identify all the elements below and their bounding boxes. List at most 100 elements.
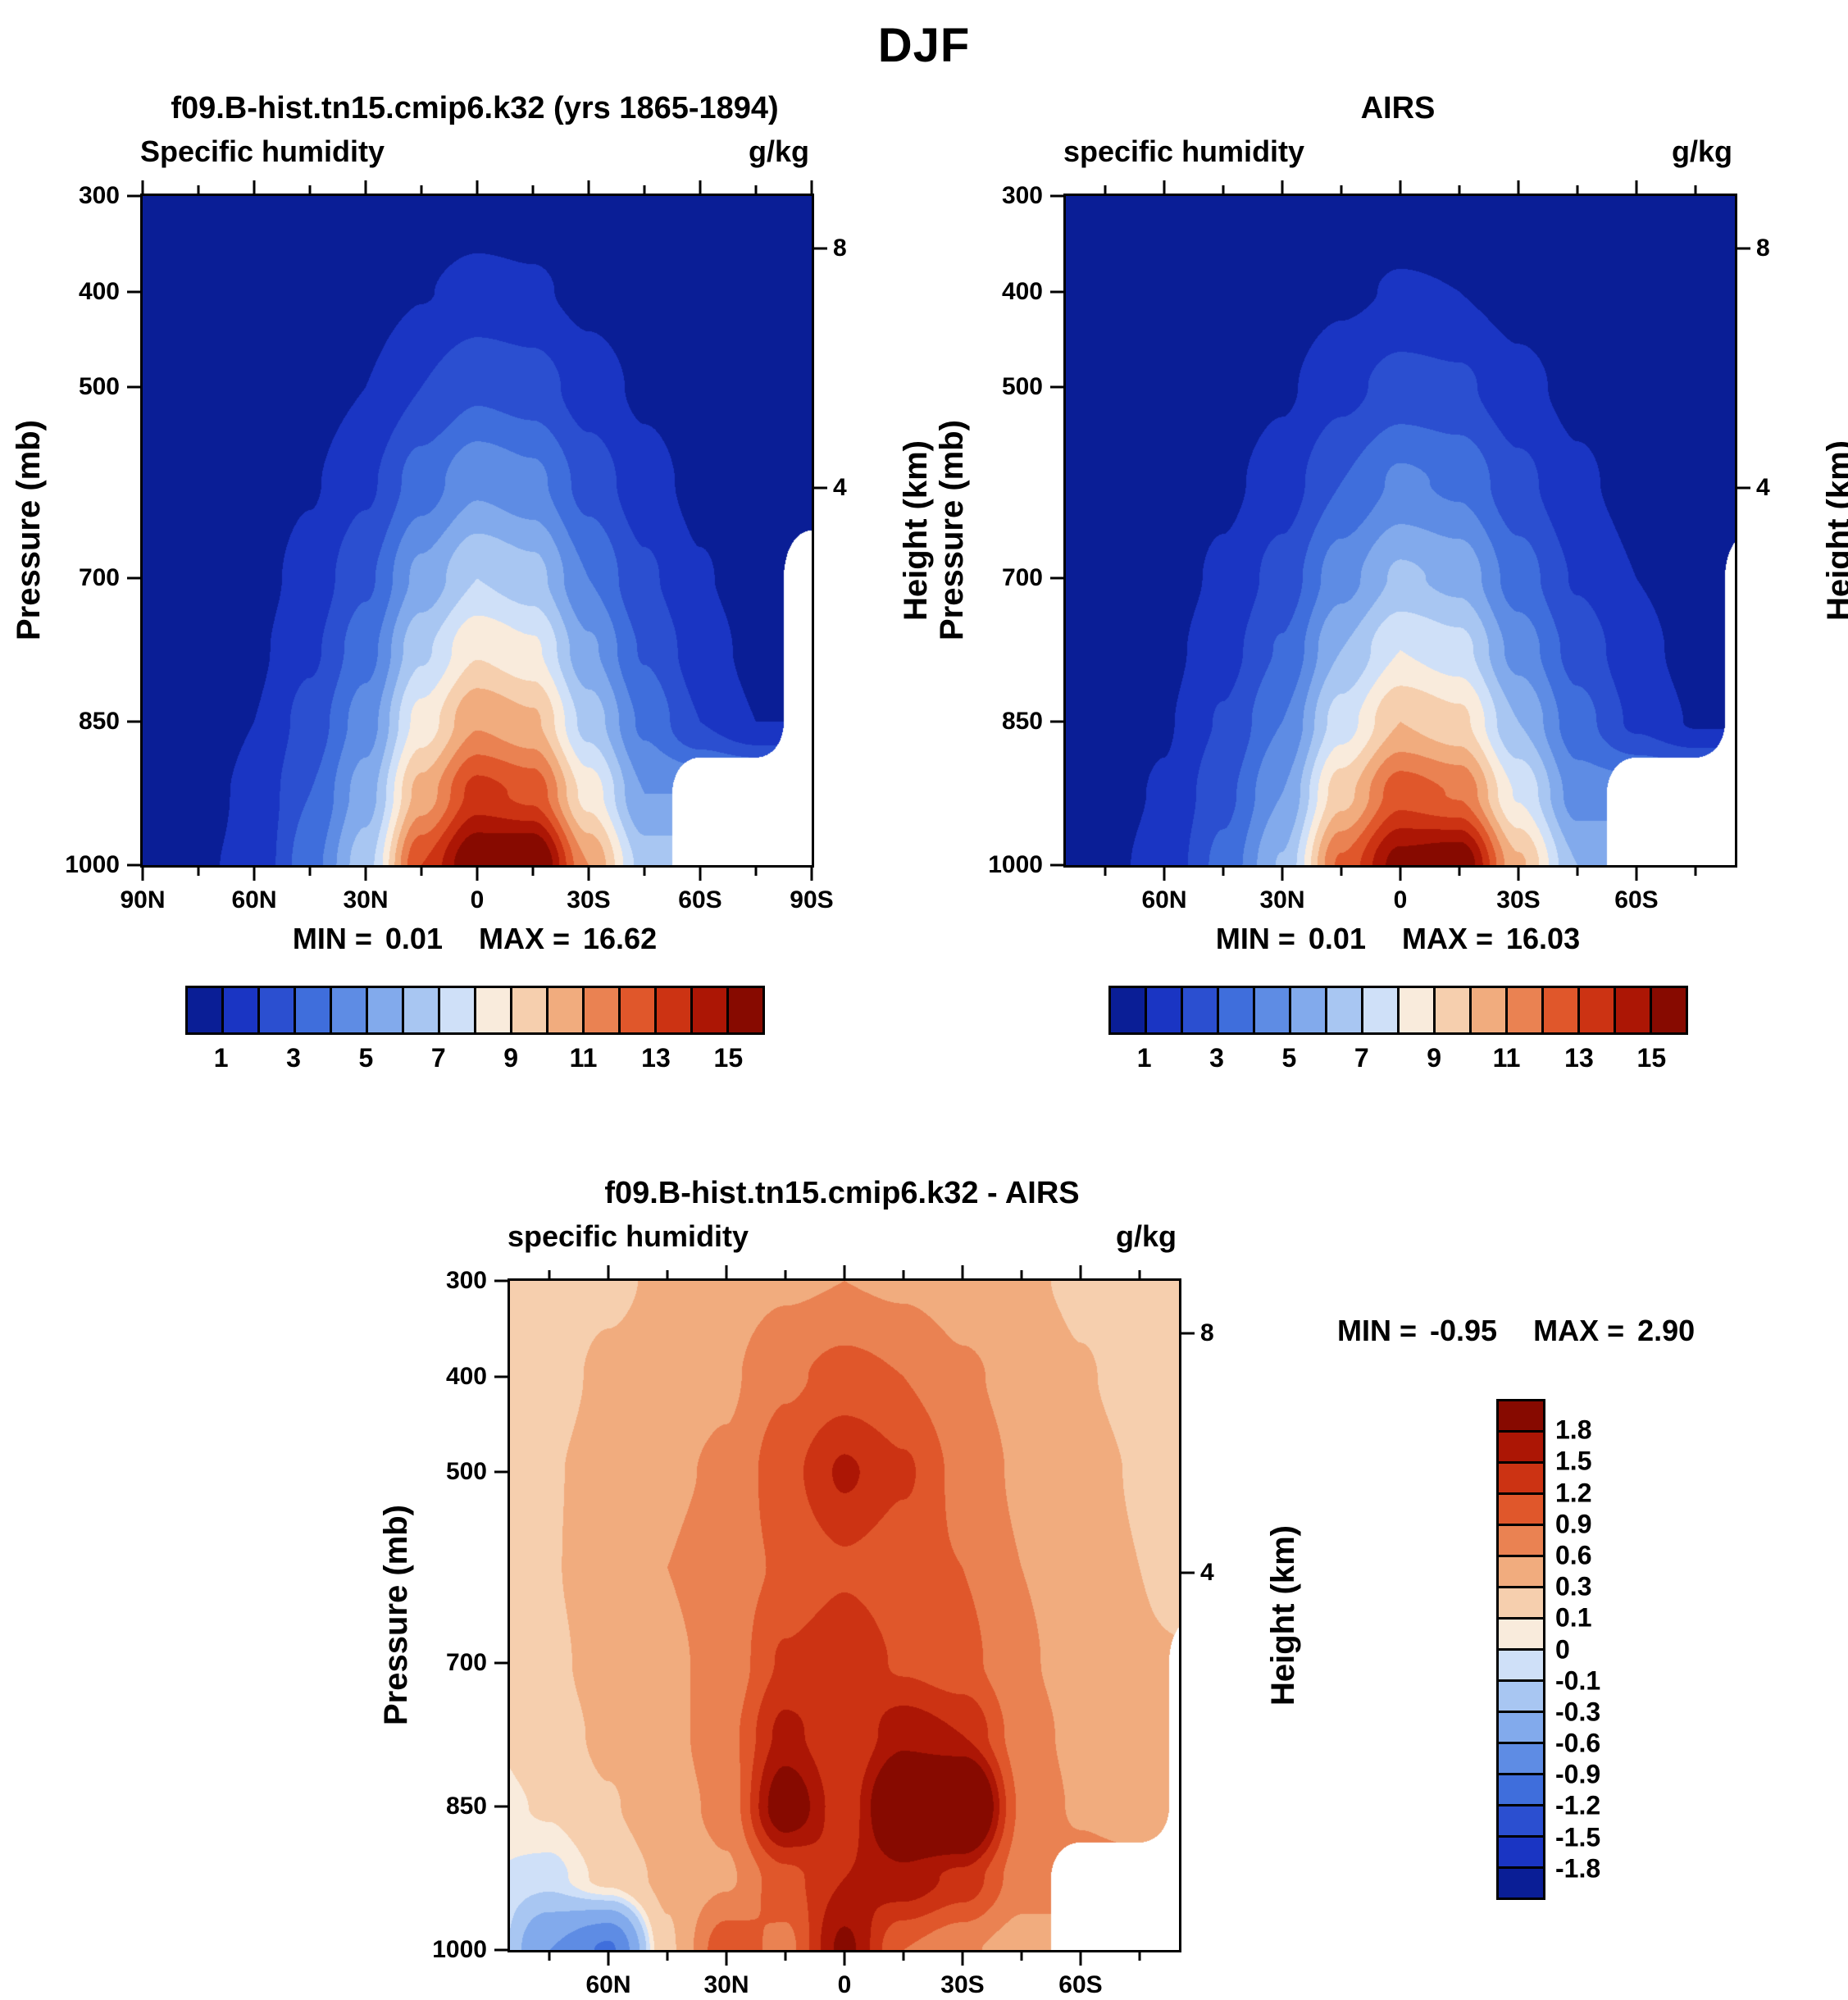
- colorbar-cell: [1432, 988, 1469, 1032]
- x-axis-tick: [1281, 180, 1284, 194]
- colorbar-cell: [1216, 988, 1253, 1032]
- panel-model-subtitle-row: Specific humidity g/kg: [140, 134, 809, 169]
- x-axis-tick: [587, 868, 590, 881]
- x-axis-tick: [1576, 185, 1579, 194]
- x-axis-tick: [587, 180, 590, 194]
- pressure-tick: [1050, 720, 1063, 723]
- pressure-tick: [127, 194, 140, 198]
- diff-legend-column: MIN = -0.95 MAX = 2.90 1.8 1.5 1.2 0.9 0.6 0.3 0.…: [1291, 1176, 1695, 1979]
- panel-airs: AIRS specific humidity g/kg Pressure (mb…: [924, 91, 1848, 1084]
- colorbar-label: -1.8: [1555, 1853, 1601, 1884]
- diff-minmax-text: MIN = -0.95 MAX = 2.90: [1337, 1314, 1695, 1348]
- pressure-tick-label: 400: [1001, 277, 1043, 305]
- x-tick-label: 60N: [585, 1971, 631, 1998]
- x-tick-label: 90S: [790, 886, 834, 913]
- x-axis-tick: [1138, 1952, 1141, 1961]
- x-axis-tick: [1079, 1952, 1082, 1966]
- x-axis-tick: [699, 868, 702, 881]
- model-colorbar-area: 1 3 5 7 9 11 13 15: [140, 986, 809, 1073]
- colorbar-cell: [1577, 988, 1614, 1032]
- colorbar-label: 0: [1555, 1634, 1570, 1664]
- pressure-tick: [127, 863, 140, 867]
- x-axis-tick: [141, 180, 144, 194]
- diff-colorbar: 1.8 1.5 1.2 0.9 0.6 0.3 0.1 0 -0.1 -0.3 -0.6 -0.9 -1…: [1496, 1399, 1600, 1900]
- colorbar-cell: [1499, 1804, 1543, 1835]
- x-axis-tick: [1399, 180, 1402, 194]
- x-axis-tick: [699, 180, 702, 194]
- colorbar-label: 11: [1492, 1043, 1521, 1073]
- colorbar-cell: [1504, 988, 1541, 1032]
- colorbar-cell: [257, 988, 294, 1032]
- min-value: -0.95: [1430, 1314, 1498, 1347]
- x-axis-tick: [1517, 868, 1520, 881]
- pressure-tick: [127, 290, 140, 294]
- max-label: MAX =: [1401, 922, 1494, 955]
- x-axis-tick: [1694, 185, 1697, 194]
- max-label: MAX =: [478, 922, 571, 955]
- panel-airs-title: AIRS: [1360, 91, 1436, 125]
- colorbar-label: 15: [713, 1043, 744, 1073]
- x-axis-tick: [1020, 1952, 1023, 1961]
- x-axis-tick: [364, 180, 367, 194]
- pressure-tick: [127, 385, 140, 389]
- x-axis-tick: [1104, 868, 1107, 876]
- x-axis-tick: [1340, 868, 1343, 876]
- colorbar-cell: [401, 988, 438, 1032]
- panel-diff-field-label: specific humidity: [508, 1219, 749, 1253]
- colorbar-label: 9: [1427, 1043, 1442, 1073]
- pressure-tick: [494, 1375, 508, 1378]
- colorbar-label: 13: [641, 1043, 671, 1073]
- x-axis-tick: [1222, 868, 1225, 876]
- colorbar-label: 11: [569, 1043, 598, 1073]
- x-axis-tick: [666, 1952, 669, 1961]
- x-axis-tick: [1020, 1270, 1023, 1278]
- x-tick-label: 90N: [120, 886, 166, 913]
- diff-contour-canvas: [510, 1281, 1179, 1950]
- x-axis-tick: [253, 180, 256, 194]
- x-axis-tick: [420, 185, 423, 194]
- colorbar-cell: [1499, 1835, 1543, 1866]
- x-axis-tick: [843, 1952, 846, 1966]
- pressure-tick-label: 850: [445, 1793, 487, 1820]
- pressure-tick-label: 1000: [65, 851, 120, 878]
- colorbar-bar: [1496, 1399, 1545, 1900]
- x-tick-label: 0: [470, 886, 485, 913]
- pressure-tick-label: 500: [1001, 373, 1043, 401]
- min-value: 0.01: [1308, 922, 1366, 955]
- x-axis-tick: [725, 1952, 728, 1966]
- x-axis-tick: [308, 868, 312, 876]
- pressure-tick: [1050, 194, 1063, 198]
- x-tick-label: 0: [837, 1971, 852, 1998]
- panel-model: f09.B-hist.tn15.cmip6.k32 (yrs 1865-1894…: [1, 91, 934, 1084]
- x-axis-tick: [1694, 868, 1697, 876]
- colorbar-cell: [726, 988, 762, 1032]
- colorbar-cell: [1180, 988, 1217, 1032]
- max-label: MAX =: [1533, 1314, 1625, 1347]
- pressure-tick: [494, 1279, 508, 1282]
- colorbar-cell: [1499, 1742, 1543, 1773]
- colorbar-cell: [1396, 988, 1433, 1032]
- colorbar-cell: [187, 988, 221, 1032]
- colorbar-bar: [184, 986, 765, 1035]
- diff-contour-plot: 60N 30N 0 30S 60S 300 400 500 700 850 1000 8 4: [432, 1265, 1214, 1998]
- colorbar-cell: [1144, 988, 1181, 1032]
- colorbar-cell: [1499, 1555, 1543, 1586]
- airs-contour-canvas: [1066, 196, 1735, 865]
- model-minmax-text: MIN = 0.01 MAX = 16.62: [140, 922, 809, 956]
- colorbar-cell: [1499, 1773, 1543, 1804]
- colorbar-cell: [690, 988, 726, 1032]
- height-tick-label: 4: [1200, 1558, 1214, 1586]
- x-axis-tick: [141, 868, 144, 881]
- colorbar-cell: [545, 988, 582, 1032]
- max-value: 16.62: [583, 922, 658, 955]
- x-axis-tick: [643, 185, 646, 194]
- colorbar-label: 13: [1564, 1043, 1594, 1073]
- x-axis-tick: [961, 1952, 964, 1966]
- x-axis-tick: [1138, 1270, 1141, 1278]
- x-tick-label: 30N: [343, 886, 389, 913]
- x-axis-tick: [1458, 868, 1461, 876]
- x-axis-tick: [548, 1270, 551, 1278]
- airs-minmax-text: MIN = 0.01 MAX = 16.03: [1063, 922, 1732, 956]
- pressure-tick-label: 1000: [432, 1936, 487, 1963]
- pressure-tick: [494, 1470, 508, 1474]
